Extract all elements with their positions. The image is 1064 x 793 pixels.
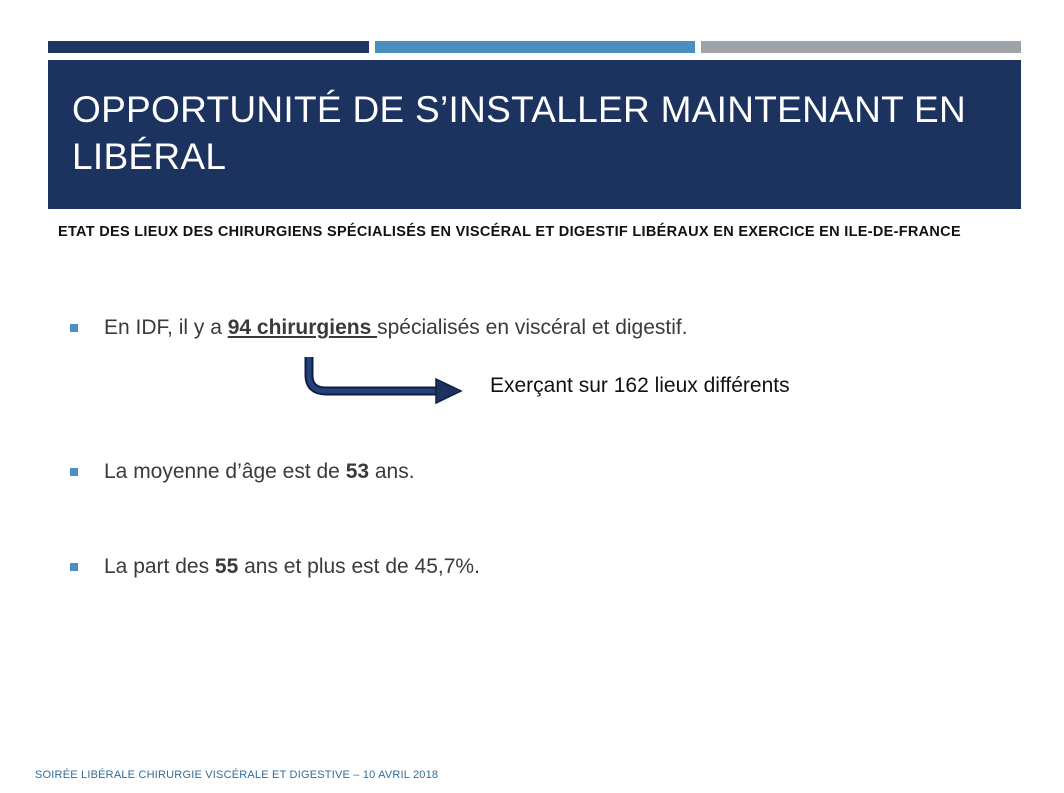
arrow-note: Exerçant sur 162 lieux différents: [490, 374, 790, 397]
title-box: Opportunité de s’installer maintenant en…: [48, 60, 1021, 209]
bullet-text-after: spécialisés en viscéral et digestif.: [377, 316, 688, 339]
bullet-square-icon: [70, 324, 78, 332]
bullet-text-before: La moyenne d’âge est de: [104, 460, 346, 483]
bullet-emphasis: 94 chirurgiens: [227, 316, 378, 339]
slide-title: Opportunité de s’installer maintenant en…: [72, 89, 966, 177]
bullet-number: 55: [214, 555, 239, 578]
bullet-number: 53: [345, 460, 370, 483]
bullet-text: En IDF, il y a 94 chirurgiens spécialisé…: [104, 316, 688, 340]
accent-bar-gray: [701, 41, 1021, 53]
bullet-item-surgeons: En IDF, il y a 94 chirurgiens spécialisé…: [70, 316, 688, 340]
bullet-text: La part des 55 ans et plus est de 45,7%.: [104, 555, 480, 579]
bullet-item-average-age: La moyenne d’âge est de 53 ans.: [70, 460, 415, 484]
bullet-text-before: En IDF, il y a: [104, 316, 228, 339]
bullet-text-after: ans.: [369, 460, 415, 483]
bullet-square-icon: [70, 563, 78, 571]
accent-bar-dark: [48, 41, 369, 53]
accent-bar-blue: [375, 41, 695, 53]
slide-subtitle: Etat des lieux des chirurgiens spécialis…: [58, 224, 961, 240]
bullet-item-share-over-55: La part des 55 ans et plus est de 45,7%.: [70, 555, 480, 579]
curved-arrow-icon: [304, 357, 463, 405]
bullet-text-before: La part des: [104, 555, 215, 578]
bullet-text-after: ans et plus est de 45,7%.: [238, 555, 480, 578]
bullet-text: La moyenne d’âge est de 53 ans.: [104, 460, 415, 484]
bullet-square-icon: [70, 468, 78, 476]
